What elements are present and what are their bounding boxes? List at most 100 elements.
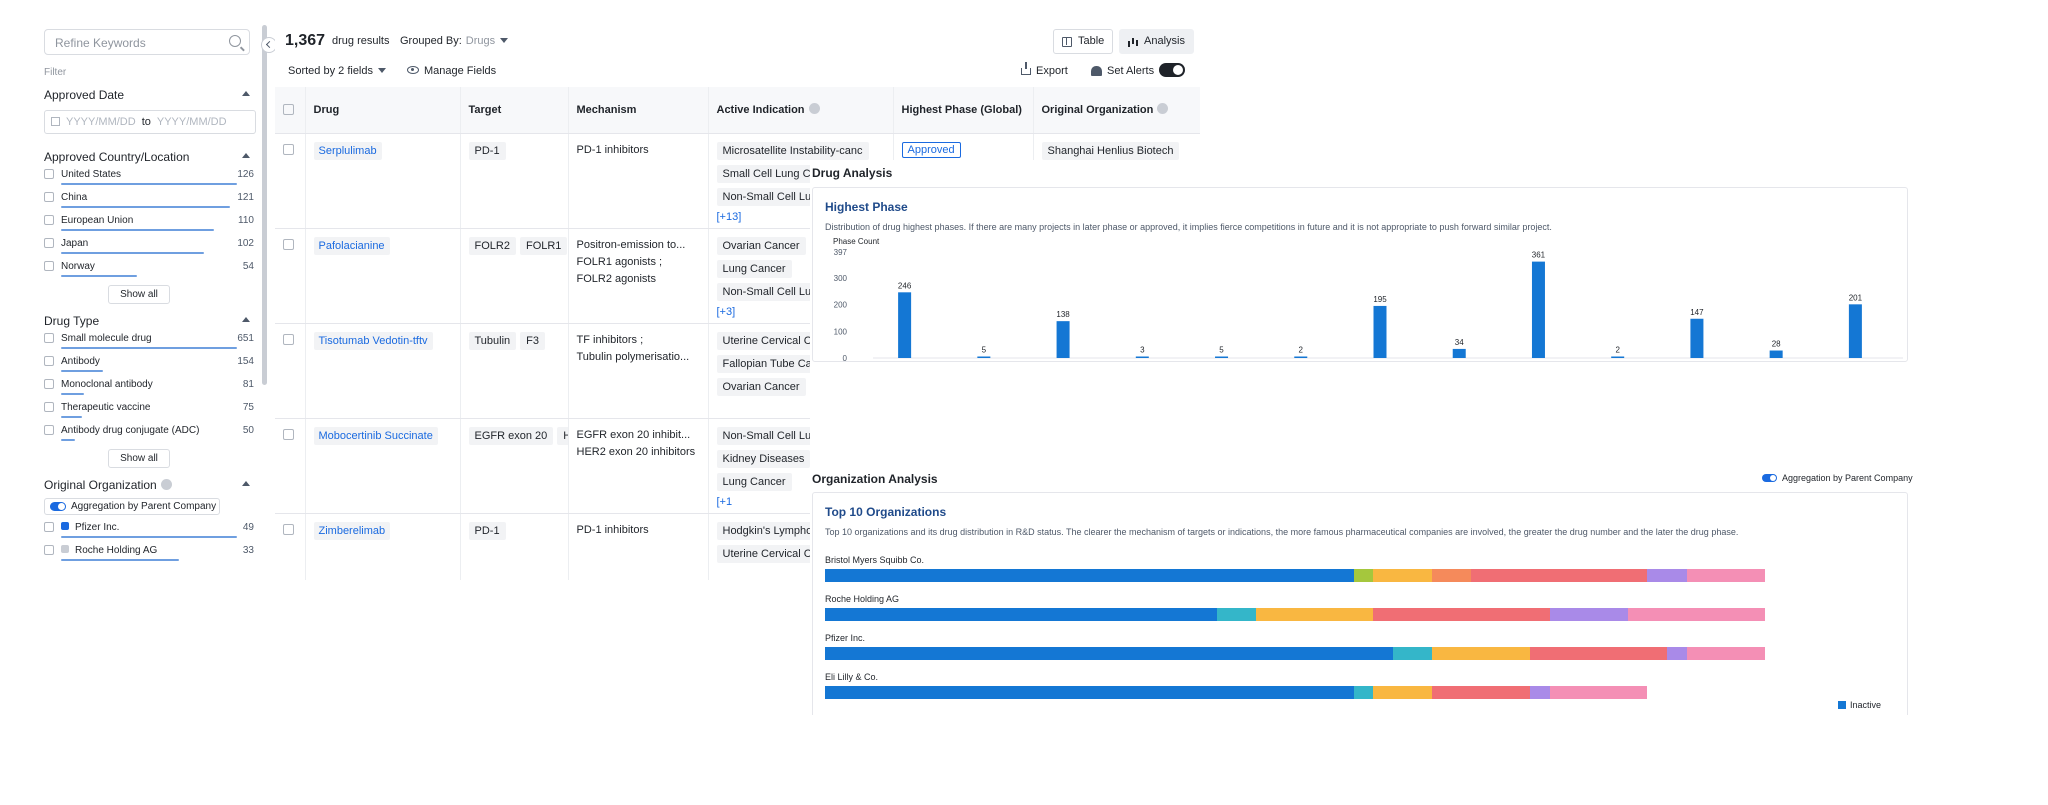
manage-fields-button[interactable]: Manage Fields <box>407 65 496 77</box>
more-indications-link[interactable]: [+13] <box>716 210 742 223</box>
filter-checkbox[interactable] <box>44 261 54 271</box>
target-tag[interactable]: Tubulin <box>468 331 517 350</box>
approved-date-header[interactable]: Approved Date <box>44 88 260 102</box>
org-bar-segment[interactable] <box>1647 569 1687 582</box>
org-bar-segment[interactable] <box>825 569 1354 582</box>
org-bar-segment[interactable] <box>1432 569 1472 582</box>
indication-tag[interactable]: Non-Small Cell Lu <box>716 426 818 445</box>
org-row[interactable]: Roche Holding AG <box>825 594 1765 621</box>
filter-checkbox[interactable] <box>44 169 54 179</box>
indication-tag[interactable]: Fallopian Tube Ca <box>716 354 818 373</box>
org-bar-segment[interactable] <box>1529 686 1550 699</box>
target-tag[interactable]: F3 <box>520 331 546 350</box>
analysis-view-button[interactable]: Analysis <box>1119 29 1194 54</box>
chevron-up-icon[interactable] <box>242 91 250 96</box>
sidebar-scrollbar[interactable] <box>262 25 267 385</box>
drug-name-link[interactable]: Pafolacianine <box>313 236 390 255</box>
org-row[interactable]: Pfizer Inc. <box>825 633 1765 660</box>
more-indications-link[interactable]: [+1 <box>716 495 733 508</box>
select-all-checkbox[interactable] <box>283 103 294 115</box>
drug-name-link[interactable]: Tisotumab Vedotin-tftv <box>313 331 433 350</box>
filter-checkbox[interactable] <box>44 379 54 389</box>
org-aggregation-toggle[interactable]: Aggregation by Parent Company <box>1762 473 1913 483</box>
row-select-cell[interactable] <box>275 228 305 324</box>
info-icon[interactable] <box>1157 103 1169 115</box>
filter-option[interactable]: Antibody 154 <box>44 353 254 376</box>
filter-checkbox[interactable] <box>44 545 54 555</box>
column-header-drug[interactable]: Drug <box>304 87 460 134</box>
target-tag[interactable]: PD-1 <box>468 521 506 540</box>
org-bar-segment[interactable] <box>1373 569 1433 582</box>
legend-item-inactive[interactable]: Inactive <box>1838 700 1881 710</box>
column-header-original-org[interactable]: Original Organization <box>1032 87 1200 134</box>
row-select-cell[interactable] <box>275 133 305 229</box>
more-indications-link[interactable]: [+3] <box>716 305 736 318</box>
filter-option[interactable]: China 121 <box>44 189 254 212</box>
org-bar-segment[interactable] <box>1373 608 1550 621</box>
filter-checkbox[interactable] <box>44 356 54 366</box>
org-bar-segment[interactable] <box>1667 647 1687 660</box>
indication-tag[interactable]: Hodgkin's Lympho <box>716 521 819 540</box>
org-tag[interactable]: Shanghai Henlius Biotech <box>1041 141 1180 160</box>
org-bar-segment[interactable] <box>1549 608 1628 621</box>
chevron-up-icon[interactable] <box>242 153 250 158</box>
table-view-button[interactable]: Table <box>1053 29 1114 54</box>
org-bar-segment[interactable] <box>1529 647 1668 660</box>
drug-name-link[interactable]: Zimberelimab <box>313 521 391 540</box>
toggle-switch[interactable] <box>50 502 66 511</box>
alerts-toggle[interactable] <box>1159 63 1185 77</box>
select-all-cell[interactable] <box>275 87 305 134</box>
filter-option[interactable]: European Union 110 <box>44 212 254 235</box>
org-bar-segment[interactable] <box>1216 608 1256 621</box>
drug-type-header[interactable]: Drug Type <box>44 314 260 328</box>
chevron-up-icon[interactable] <box>242 317 250 322</box>
target-tag[interactable]: EGFR exon 20 <box>468 426 554 445</box>
sort-dropdown[interactable]: Sorted by 2 fields <box>288 65 386 77</box>
drug-type-show-all-button[interactable]: Show all <box>108 449 170 468</box>
org-bar-segment[interactable] <box>1471 569 1648 582</box>
filter-checkbox[interactable] <box>44 402 54 412</box>
org-bar-segment[interactable] <box>1549 686 1648 699</box>
filter-option[interactable]: Japan 102 <box>44 235 254 258</box>
table-row[interactable]: Mobocertinib Succinate EGFR exon 20HER2 e… <box>275 418 1200 514</box>
indication-tag[interactable]: Microsatellite Instability-canc <box>716 141 869 160</box>
filter-option[interactable]: Monoclonal antibody 81 <box>44 376 254 399</box>
org-bar-segment[interactable] <box>825 608 1217 621</box>
row-checkbox[interactable] <box>283 333 294 345</box>
filter-option[interactable]: Pfizer Inc. 49 <box>44 519 254 542</box>
org-bar-segment[interactable] <box>1686 647 1765 660</box>
filter-option[interactable]: United States 126 <box>44 166 254 189</box>
indication-tag[interactable]: Ovarian Cancer <box>716 377 806 396</box>
filter-checkbox[interactable] <box>44 192 54 202</box>
column-header-mechanism[interactable]: Mechanism <box>567 87 708 134</box>
drug-name-link[interactable]: Serplulimab <box>313 141 382 160</box>
org-bar-segment[interactable] <box>1686 569 1765 582</box>
search-icon[interactable] <box>229 35 241 47</box>
approved-date-range-input[interactable]: YYYY/MM/DD to YYYY/MM/DD <box>44 110 256 134</box>
target-tag[interactable]: HER2 exon 20 <box>557 426 568 445</box>
export-button[interactable]: Export <box>1021 62 1068 77</box>
chevron-up-icon[interactable] <box>242 481 250 486</box>
row-select-cell[interactable] <box>275 418 305 514</box>
org-bar-segment[interactable] <box>1432 647 1530 660</box>
filter-option[interactable]: Roche Holding AG 33 <box>44 542 254 565</box>
set-alerts-button[interactable]: Set Alerts <box>1091 65 1154 77</box>
original-org-header[interactable]: Original Organization <box>44 478 260 492</box>
filter-option[interactable]: Antibody drug conjugate (ADC) 50 <box>44 422 254 445</box>
row-checkbox[interactable] <box>283 238 294 250</box>
org-bar-segment[interactable] <box>825 647 1393 660</box>
indication-tag[interactable]: Non-Small Cell Lu <box>716 187 818 206</box>
indication-tag[interactable]: Kidney Diseases <box>716 449 811 468</box>
org-bar-segment[interactable] <box>1353 569 1374 582</box>
drug-name-link[interactable]: Mobocertinib Succinate <box>313 426 438 445</box>
filter-option[interactable]: Norway 54 <box>44 258 254 281</box>
filter-option[interactable]: Therapeutic vaccine 75 <box>44 399 254 422</box>
filter-checkbox[interactable] <box>44 238 54 248</box>
toggle-switch[interactable] <box>1762 474 1777 482</box>
org-bar-segment[interactable] <box>825 686 1354 699</box>
target-tag[interactable]: PD-1 <box>468 141 506 160</box>
org-bar-segment[interactable] <box>1353 686 1374 699</box>
country-header[interactable]: Approved Country/Location <box>44 150 260 164</box>
filter-option[interactable]: Small molecule drug 651 <box>44 330 254 353</box>
org-bar-segment[interactable] <box>1255 608 1374 621</box>
